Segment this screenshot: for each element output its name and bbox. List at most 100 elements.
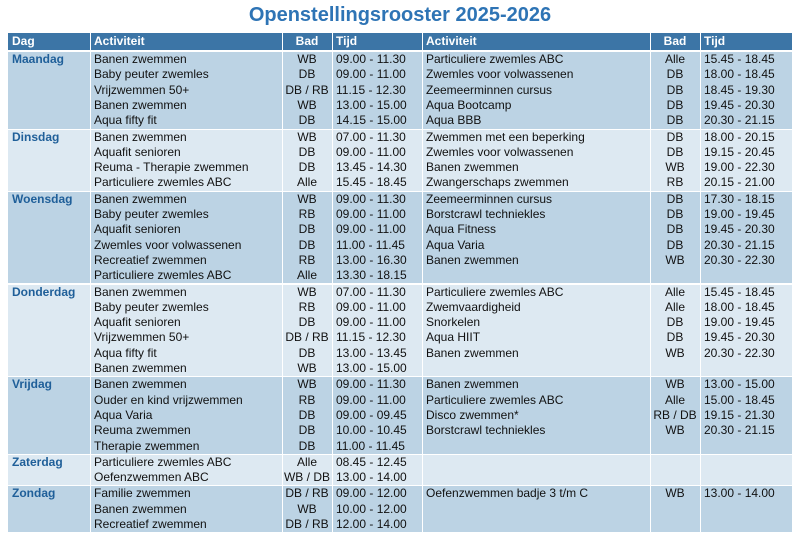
- time: 15.45 - 18.45: [704, 284, 775, 299]
- day-block-bg: [8, 52, 792, 129]
- activity: Vrijzwemmen 50+: [94, 330, 190, 345]
- bath: Alle: [664, 284, 685, 299]
- activity: Baby peuter zwemles: [94, 67, 209, 82]
- activity: Zwemles voor volwassenen: [94, 237, 242, 252]
- activity: Particuliere zwemles ABC: [426, 52, 564, 66]
- bath: DB: [298, 407, 316, 422]
- bath: Alle: [664, 299, 685, 314]
- time: 15.45 - 18.45: [704, 52, 775, 66]
- bath: WB: [297, 377, 317, 392]
- time: 15.45 - 18.45: [336, 175, 407, 190]
- time: 09.00 - 12.00: [336, 486, 407, 501]
- bath: DB: [666, 144, 684, 159]
- time: 19.00 - 22.30: [704, 160, 775, 175]
- time: 11.15 - 12.30: [336, 330, 406, 345]
- activity: Banen zwemmen: [94, 129, 187, 144]
- time: 09.00 - 11.00: [336, 315, 406, 330]
- activity: Particuliere zwemles ABC: [426, 392, 564, 407]
- time: 20.30 - 21.15: [704, 237, 775, 252]
- time: 09.00 - 11.00: [336, 67, 406, 82]
- day-block-bg: [8, 377, 792, 454]
- activity: Banen zwemmen: [426, 377, 519, 392]
- activity: Zwangerschaps zwemmen: [426, 175, 569, 190]
- bath: DB: [298, 423, 316, 438]
- bath: DB / RB: [285, 517, 329, 531]
- day-name: Maandag: [12, 52, 65, 66]
- column-header: Tijd: [336, 34, 358, 48]
- activity: Banen zwemmen: [94, 191, 187, 206]
- activity: Aqua BBB: [426, 113, 482, 128]
- time: 17.30 - 18.15: [704, 191, 775, 206]
- activity: Zwemles voor volwassenen: [426, 144, 574, 159]
- activity: Banen zwemmen: [426, 345, 519, 360]
- activity: Aqua HIIT: [426, 330, 481, 345]
- day-block-bg: [8, 454, 792, 486]
- time: 18.00 - 18.45: [704, 67, 775, 82]
- bath: WB: [297, 97, 317, 112]
- day-name: Woensdag: [12, 191, 73, 206]
- activity: Reuma - Therapie zwemmen: [94, 160, 249, 175]
- activity: Aqua Varia: [94, 407, 153, 422]
- bath: Alle: [296, 454, 317, 469]
- column-header: Bad: [663, 34, 687, 48]
- activity: Zeemeerminnen cursus: [426, 82, 553, 97]
- bath: DB: [298, 144, 316, 159]
- bath: WB: [297, 129, 317, 144]
- time: 07.00 - 11.30: [336, 284, 406, 299]
- bath: DB: [666, 222, 684, 237]
- time: 19.45 - 20.30: [704, 222, 775, 237]
- column-divider: [332, 33, 333, 534]
- time: 14.15 - 15.00: [336, 113, 407, 128]
- time: 10.00 - 12.00: [336, 501, 407, 516]
- bath: DB: [298, 67, 316, 82]
- activity: Zwemles voor volwassenen: [426, 67, 574, 82]
- title: Openstellingsrooster 2025-2026: [248, 4, 552, 26]
- bath: WB: [665, 377, 685, 392]
- bath: DB / RB: [285, 486, 329, 501]
- bath: DB: [298, 315, 316, 330]
- bath: RB: [666, 175, 684, 190]
- activity: Zwemmen met een beperking: [426, 129, 585, 144]
- day-block-bg: [8, 191, 792, 284]
- activity: Banen zwemmen: [94, 377, 187, 392]
- time: 10.00 - 10.45: [336, 423, 407, 438]
- time: 13.00 - 15.00: [336, 97, 407, 112]
- time: 09.00 - 11.00: [336, 222, 406, 237]
- day-name: Donderdag: [12, 284, 76, 299]
- time: 20.30 - 22.30: [704, 252, 775, 267]
- activity: Baby peuter zwemles: [94, 207, 209, 221]
- bath: WB: [297, 501, 317, 516]
- time: 13.45 - 14.30: [336, 160, 407, 175]
- activity: Banen zwemmen: [94, 52, 187, 66]
- activity: Baby peuter zwemles: [94, 299, 209, 314]
- time: 09.00 - 11.00: [336, 207, 406, 221]
- bath: RB: [298, 299, 316, 314]
- time: 19.15 - 21.30: [704, 407, 775, 422]
- time: 19.15 - 20.45: [704, 144, 775, 159]
- bath: WB / DB: [283, 470, 330, 485]
- day-name: Vrijdag: [12, 377, 53, 392]
- time: 19.45 - 20.30: [704, 330, 775, 345]
- bath: DB: [298, 345, 316, 360]
- activity: Aqua Fitness: [426, 222, 497, 237]
- bath: DB / RB: [285, 82, 329, 97]
- bath: Alle: [296, 268, 317, 283]
- activity: Therapie zwemmen: [94, 438, 200, 453]
- activity: Banen zwemmen: [426, 160, 519, 175]
- column-header: Dag: [12, 34, 35, 48]
- activity: Banen zwemmen: [94, 361, 187, 375]
- activity: Aquafit senioren: [94, 144, 181, 159]
- bath: DB: [666, 82, 684, 97]
- bath: DB: [666, 129, 684, 144]
- activity: Recreatief zwemmen: [94, 517, 207, 531]
- activity: Banen zwemmen: [94, 284, 187, 299]
- time: 18.45 - 19.30: [704, 82, 775, 97]
- time: 13.00 - 14.00: [704, 486, 775, 501]
- activity: Aqua fifty fit: [94, 113, 157, 128]
- activity: Familie zwemmen: [94, 486, 191, 501]
- time: 12.00 - 14.00: [336, 517, 407, 531]
- bath: DB: [666, 330, 684, 345]
- bath: DB: [298, 438, 316, 453]
- activity: Banen zwemmen: [426, 252, 519, 267]
